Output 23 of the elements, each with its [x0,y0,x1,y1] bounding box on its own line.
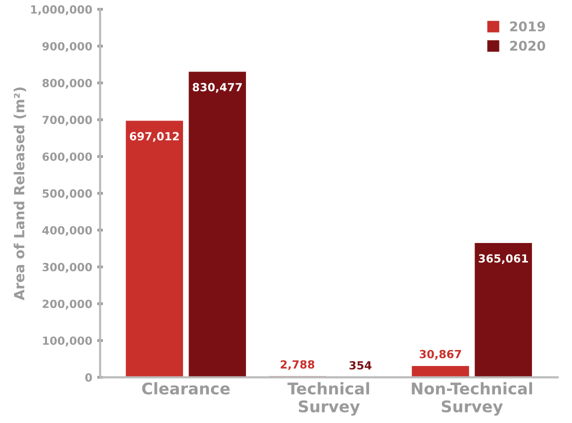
x-tick-label: Technical Survey [287,382,370,416]
legend-label: 2019 [510,21,545,32]
y-tick-label: 100,000 [43,336,92,346]
y-tick-label: 200,000 [42,300,92,310]
y-tick-label: 600,000 [42,152,92,162]
x-tick-label: Non-Technical Survey [412,382,532,416]
x-tick-label: Clearance [142,382,230,395]
y-tick-label: 500,000 [42,189,92,200]
data-label: 830,477 [192,82,242,93]
y-tick-label: 700,000 [42,116,92,126]
y-tick-label: 900,000 [42,42,92,52]
y-tick-label: 300,000 [42,262,92,273]
data-label: 697,012 [130,132,179,142]
data-label: 2,788 [280,360,314,370]
y-tick-label: 0 [85,373,92,382]
y-tick-label: 800,000 [42,78,92,89]
data-label: 30,867 [420,350,461,360]
y-tick-label: 400,000 [42,226,92,236]
data-label: 365,061 [478,254,528,264]
legend-label: 2020 [510,40,546,51]
y-axis-title: Area of Land Released (m²) [14,88,26,300]
y-tick-label: 1,000,000 [31,5,92,16]
data-label: 354 [350,361,372,370]
